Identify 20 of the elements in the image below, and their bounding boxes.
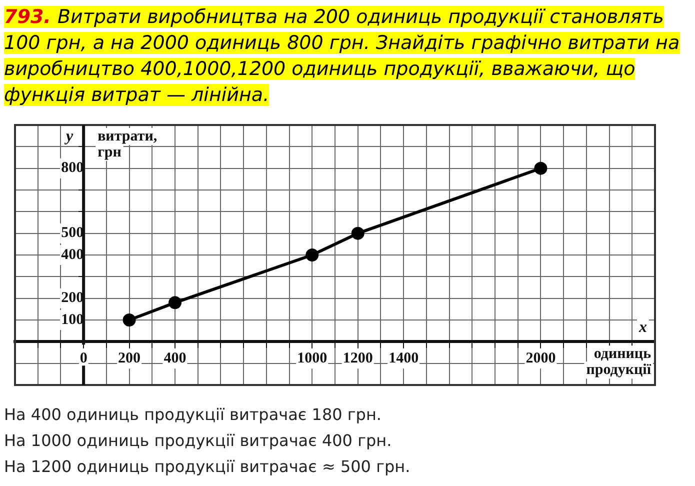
y-axis-title: витрати, грн bbox=[98, 128, 158, 160]
point bbox=[122, 314, 136, 326]
x-tick-label: 400 bbox=[164, 350, 186, 367]
text: На 1200 одиниць продукції витрачає ≈ 500 грн. bbox=[4, 456, 410, 478]
text: На 400 одиниць продукції витрачає 180 грн. bbox=[4, 404, 382, 426]
x-tick-label: 2000 bbox=[526, 350, 556, 367]
point bbox=[534, 162, 548, 175]
annotation: y bbox=[64, 128, 74, 146]
x-tick-label: 1000 bbox=[297, 350, 328, 367]
x-tick-label: 0 bbox=[80, 350, 88, 367]
text: На 1000 одиниць продукції витрачає 400 грн. bbox=[4, 430, 393, 452]
chart-title: 793. Витрати виробництва на 200 одиниць продукції становлять 100 грн, а на 2000 одиниць 800 грн. Знайдіть графічно витрати на виробництво 400,1000,1200 одиниць продукції, вважаючи, що функція витрат — лінійна. bbox=[4, 6, 680, 106]
x-axis-title: одиниць продукції bbox=[586, 346, 652, 378]
x-tick-label: 200 bbox=[118, 350, 141, 367]
point bbox=[168, 296, 182, 310]
x-tick-label: 1400 bbox=[388, 350, 419, 367]
point bbox=[306, 248, 319, 262]
point bbox=[351, 226, 364, 240]
x-tick-label: 1200 bbox=[342, 350, 373, 367]
annotation: x bbox=[638, 318, 647, 336]
